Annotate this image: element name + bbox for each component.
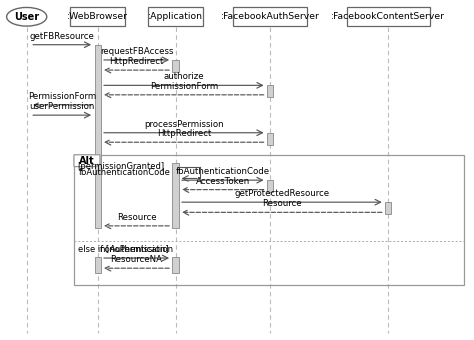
Bar [173, 163, 179, 227]
Text: Resource: Resource [117, 213, 156, 222]
Text: authorize: authorize [164, 72, 204, 81]
Text: [permissionGranted]: [permissionGranted] [78, 162, 165, 171]
Text: User: User [14, 12, 39, 22]
Bar [71, 7, 125, 26]
Bar [94, 257, 100, 273]
Bar [148, 7, 203, 26]
Text: :FacebookContentServer: :FacebookContentServer [331, 12, 445, 21]
Bar [267, 133, 273, 144]
Text: ResourceNA: ResourceNA [110, 255, 163, 264]
Text: getProtectedResource: getProtectedResource [234, 189, 329, 198]
Text: HttpRedirect: HttpRedirect [109, 57, 164, 66]
Text: processPermission: processPermission [144, 120, 224, 129]
Text: :FacebookAuthServer: :FacebookAuthServer [220, 12, 319, 21]
Text: getFBResource: getFBResource [30, 32, 95, 41]
Text: Alt: Alt [79, 156, 94, 166]
Bar [267, 180, 273, 192]
Ellipse shape [7, 7, 47, 26]
Text: else if [noPermission]: else if [noPermission] [78, 244, 168, 254]
Text: PermissionForm: PermissionForm [28, 92, 96, 101]
Bar [234, 7, 307, 26]
Text: AccessToken: AccessToken [196, 176, 250, 186]
Bar [94, 45, 100, 227]
Bar [347, 7, 429, 26]
Text: PermissionForm: PermissionForm [150, 82, 218, 91]
Bar [74, 155, 464, 285]
Polygon shape [74, 155, 100, 167]
Text: HttpRedirect: HttpRedirect [156, 129, 211, 138]
Text: :Application: :Application [148, 12, 203, 21]
Text: Resource: Resource [262, 199, 302, 208]
Bar [173, 60, 179, 72]
Text: noAuthentication: noAuthentication [100, 245, 173, 254]
Text: userPermission: userPermission [29, 102, 95, 111]
Bar [267, 85, 273, 97]
Text: fbAuthenticationCode: fbAuthenticationCode [176, 167, 270, 176]
Text: fbAuthenticationCode: fbAuthenticationCode [79, 168, 171, 177]
Bar [385, 202, 392, 214]
Text: :WebBrowser: :WebBrowser [67, 12, 128, 21]
Bar [173, 257, 179, 273]
Text: requestFBAccess: requestFBAccess [100, 47, 173, 56]
